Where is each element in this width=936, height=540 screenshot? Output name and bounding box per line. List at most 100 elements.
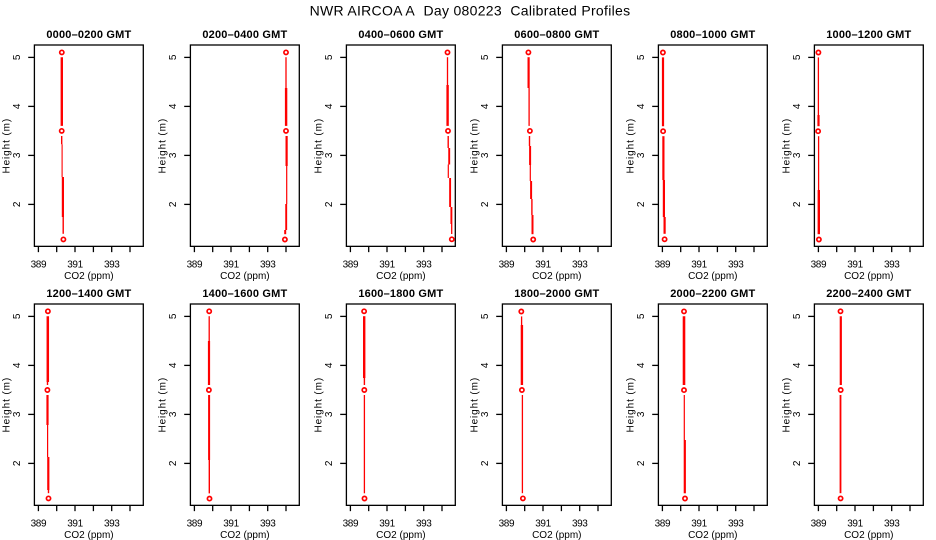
svg-text:389: 389 [655,519,671,530]
svg-text:393: 393 [416,519,432,530]
svg-text:4: 4 [168,362,179,368]
svg-text:5: 5 [324,313,335,319]
svg-text:389: 389 [31,260,47,271]
svg-text:CO2 (ppm): CO2 (ppm) [688,530,737,540]
svg-text:5: 5 [636,313,647,319]
svg-text:1600–1800 GMT: 1600–1800 GMT [358,288,443,300]
svg-text:2000–2200 GMT: 2000–2200 GMT [670,288,755,300]
svg-text:5: 5 [792,54,803,60]
svg-text:CO2 (ppm): CO2 (ppm) [220,530,269,540]
svg-text:4: 4 [792,362,803,368]
svg-text:2: 2 [480,201,491,207]
svg-text:3: 3 [324,411,335,417]
svg-text:Height (m): Height (m) [781,377,792,433]
svg-text:393: 393 [104,519,120,530]
svg-text:0600–0800 GMT: 0600–0800 GMT [514,29,599,41]
svg-text:CO2 (ppm): CO2 (ppm) [64,271,113,282]
svg-text:4: 4 [324,362,335,368]
svg-text:CO2 (ppm): CO2 (ppm) [844,271,893,282]
svg-text:2: 2 [324,201,335,207]
svg-text:CO2 (ppm): CO2 (ppm) [532,530,581,540]
svg-text:389: 389 [655,260,671,271]
svg-text:Height (m): Height (m) [1,118,12,174]
svg-text:389: 389 [499,260,515,271]
svg-text:391: 391 [67,519,83,530]
svg-text:2: 2 [792,460,803,466]
svg-text:393: 393 [884,519,900,530]
svg-text:5: 5 [12,54,23,60]
svg-text:3: 3 [12,152,23,158]
svg-text:5: 5 [792,313,803,319]
svg-text:389: 389 [811,519,827,530]
svg-text:4: 4 [168,103,179,109]
svg-text:0800–1000 GMT: 0800–1000 GMT [670,29,755,41]
svg-text:393: 393 [728,260,744,271]
svg-text:1800–2000 GMT: 1800–2000 GMT [514,288,599,300]
svg-text:393: 393 [104,260,120,271]
svg-text:5: 5 [480,313,491,319]
svg-text:4: 4 [636,362,647,368]
svg-text:Height (m): Height (m) [157,118,168,174]
svg-text:CO2 (ppm): CO2 (ppm) [64,530,113,540]
svg-text:CO2 (ppm): CO2 (ppm) [688,271,737,282]
svg-text:Height (m): Height (m) [157,377,168,433]
svg-text:Height (m): Height (m) [625,118,636,174]
svg-text:391: 391 [691,519,707,530]
svg-text:2: 2 [636,460,647,466]
svg-text:Height (m): Height (m) [781,118,792,174]
svg-text:4: 4 [12,362,23,368]
svg-text:5: 5 [324,54,335,60]
svg-text:2: 2 [636,201,647,207]
svg-text:4: 4 [324,103,335,109]
svg-text:Height (m): Height (m) [469,377,480,433]
svg-text:0400–0600 GMT: 0400–0600 GMT [358,29,443,41]
svg-text:391: 391 [535,260,551,271]
svg-text:5: 5 [480,54,491,60]
svg-text:3: 3 [168,411,179,417]
svg-text:2: 2 [168,201,179,207]
svg-text:391: 391 [379,260,395,271]
svg-text:2: 2 [480,460,491,466]
svg-text:Height (m): Height (m) [625,377,636,433]
svg-text:391: 391 [535,519,551,530]
svg-text:393: 393 [884,260,900,271]
svg-text:3: 3 [792,411,803,417]
svg-text:1200–1400 GMT: 1200–1400 GMT [46,288,131,300]
svg-text:3: 3 [324,152,335,158]
svg-text:2: 2 [168,460,179,466]
svg-text:393: 393 [260,260,276,271]
svg-text:CO2 (ppm): CO2 (ppm) [376,530,425,540]
svg-text:391: 391 [847,519,863,530]
svg-text:391: 391 [67,260,83,271]
svg-text:393: 393 [728,519,744,530]
svg-text:391: 391 [847,260,863,271]
svg-text:2: 2 [12,460,23,466]
svg-text:389: 389 [343,260,359,271]
svg-text:3: 3 [480,411,491,417]
svg-text:Height (m): Height (m) [313,377,324,433]
svg-text:4: 4 [636,103,647,109]
svg-text:3: 3 [12,411,23,417]
svg-text:389: 389 [187,519,203,530]
svg-text:Height (m): Height (m) [1,377,12,433]
svg-text:0200–0400 GMT: 0200–0400 GMT [202,29,287,41]
svg-text:393: 393 [416,260,432,271]
svg-text:393: 393 [572,519,588,530]
svg-text:2200–2400 GMT: 2200–2400 GMT [826,288,911,300]
svg-text:CO2 (ppm): CO2 (ppm) [220,271,269,282]
svg-text:2: 2 [12,201,23,207]
svg-text:1400–1600 GMT: 1400–1600 GMT [202,288,287,300]
svg-text:2: 2 [324,460,335,466]
svg-text:391: 391 [223,260,239,271]
svg-text:NWR AIRCOA A Day 080223 Cali: NWR AIRCOA A Day 080223 Calibrated Profi… [310,3,631,19]
svg-text:389: 389 [499,519,515,530]
svg-text:5: 5 [636,54,647,60]
svg-text:3: 3 [636,411,647,417]
svg-text:3: 3 [168,152,179,158]
svg-text:4: 4 [480,103,491,109]
svg-text:389: 389 [187,260,203,271]
svg-text:4: 4 [792,103,803,109]
svg-text:CO2 (ppm): CO2 (ppm) [532,271,581,282]
svg-text:393: 393 [260,519,276,530]
svg-text:389: 389 [31,519,47,530]
